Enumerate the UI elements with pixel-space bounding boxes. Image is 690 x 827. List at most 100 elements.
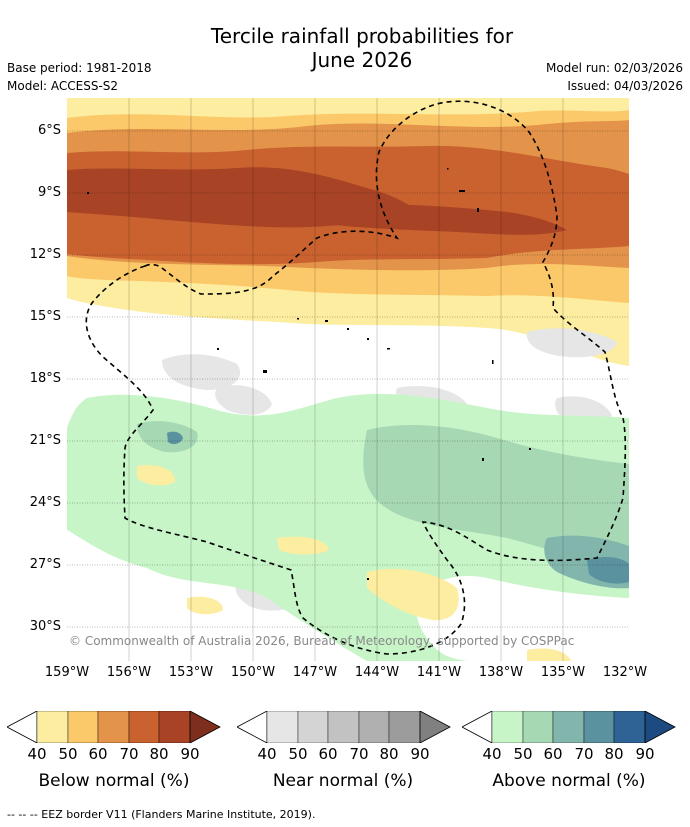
title-line-1: Tercile rainfall probabilities for	[210, 24, 514, 48]
colorbar-segment	[158, 710, 191, 744]
lon-label: 153°W	[168, 665, 214, 680]
lat-label: 6°S	[37, 123, 61, 138]
lon-label: 141°W	[416, 665, 462, 680]
colorbar-segment	[522, 710, 554, 744]
lat-label: 27°S	[29, 557, 61, 572]
colorbar-tick: 90	[410, 745, 430, 763]
colorbar-tick: 40	[257, 745, 277, 763]
colorbar-segment	[67, 710, 99, 744]
colorbar-below	[6, 710, 221, 744]
below-80-region-east	[327, 204, 567, 235]
lon-label: 132°W	[602, 665, 648, 680]
colorbar-segment	[297, 710, 329, 744]
colorbar-arrow-left	[461, 710, 493, 744]
colorbar-tick: 60	[318, 745, 338, 763]
above-70-region	[587, 557, 629, 584]
chart-title: Tercile rainfall probabilities for June …	[0, 24, 690, 72]
colorbar-tick: 80	[379, 745, 399, 763]
colorbar-segment	[266, 710, 299, 744]
colorbar-tick: 50	[513, 745, 533, 763]
island	[325, 320, 328, 322]
probability-map	[67, 98, 629, 661]
colorbar-segment	[552, 710, 585, 744]
above-70-west	[167, 431, 183, 445]
model-name: Model: ACCESS-S2	[7, 79, 119, 93]
near-40-patch-1	[162, 354, 241, 390]
meta-right: Model run: 02/03/2026 Issued: 04/03/2026	[546, 59, 683, 95]
colorbar-tick: 50	[58, 745, 78, 763]
colorbar-tick: 80	[604, 745, 624, 763]
lat-label: 30°S	[29, 619, 61, 634]
islands	[87, 168, 531, 580]
island	[387, 348, 390, 350]
colorbar-arrow-right	[644, 710, 676, 744]
near-40-patch-4	[526, 328, 617, 358]
below-40-south-5	[527, 648, 571, 661]
island	[492, 360, 494, 364]
title-line-2: June 2026	[311, 48, 413, 72]
colorbar-title-near: Near normal (%)	[272, 771, 414, 791]
colorbar-arrow-left	[236, 710, 268, 744]
issued-date: Issued: 04/03/2026	[567, 79, 683, 93]
island	[482, 458, 484, 461]
lon-label: 135°W	[540, 665, 586, 680]
copyright-notice: © Commonwealth of Australia 2026, Bureau…	[69, 634, 575, 648]
lat-label: 9°S	[37, 185, 61, 200]
colorbar-tick: 70	[349, 745, 369, 763]
island	[529, 448, 531, 450]
below-40-south-2	[137, 464, 176, 486]
lon-label: 147°W	[292, 665, 338, 680]
below-40-south-3	[277, 536, 329, 555]
island	[477, 208, 479, 212]
colorbar-title-below: Below normal (%)	[38, 771, 190, 791]
colorbar-segment	[358, 710, 390, 744]
island	[459, 190, 465, 192]
near-40-patch-2	[215, 385, 272, 415]
colorbar-tick: 70	[574, 745, 594, 763]
colorbar-segment	[36, 710, 69, 744]
island	[87, 192, 89, 194]
island	[447, 168, 449, 170]
lon-label: 150°W	[230, 665, 276, 680]
below-40-south-4	[187, 596, 223, 615]
lon-label: 138°W	[478, 665, 524, 680]
model-run: Model run: 02/03/2026	[545, 61, 683, 75]
colorbar-segment	[491, 710, 524, 744]
lon-label: 144°W	[354, 665, 400, 680]
colorbar-tick: 60	[543, 745, 563, 763]
colorbar-arrow-left	[6, 710, 38, 744]
island	[263, 370, 267, 373]
colorbar-arrow-right	[189, 710, 221, 744]
colorbar-tick: 50	[288, 745, 308, 763]
colorbar-tick: 90	[180, 745, 200, 763]
above-50-region	[363, 424, 629, 566]
colorbar-segment	[327, 710, 360, 744]
lon-label: 156°W	[106, 665, 152, 680]
colorbar-tick: 40	[482, 745, 502, 763]
island	[367, 338, 369, 340]
below-40-south-1	[367, 568, 459, 621]
colorbar-title-above: Above normal (%)	[492, 771, 646, 791]
colorbar-tick: 60	[88, 745, 108, 763]
colorbar-segment	[583, 710, 615, 744]
base-period: Base period: 1981-2018	[7, 61, 152, 75]
colorbar-segment	[97, 710, 130, 744]
island	[217, 348, 219, 350]
colorbar-segment	[128, 710, 160, 744]
colorbar-segment	[388, 710, 421, 744]
meta-left: Base period: 1981-2018 Model: ACCESS-S2	[7, 59, 152, 95]
colorbar-near	[236, 710, 451, 744]
eez-footnote: -- -- -- EEZ border V11 (Flanders Marine…	[7, 808, 316, 821]
colorbar-tick: 70	[119, 745, 139, 763]
above-50-west	[137, 421, 198, 453]
lon-label: 159°W	[44, 665, 90, 680]
island	[347, 328, 349, 330]
colorbar-tick: 40	[27, 745, 47, 763]
island	[297, 318, 299, 320]
island	[367, 578, 369, 580]
graticule-meridians	[128, 98, 564, 661]
colorbar-tick: 90	[635, 745, 655, 763]
colorbar-above	[461, 710, 676, 744]
lat-label: 15°S	[29, 309, 61, 324]
lat-label: 21°S	[29, 433, 61, 448]
